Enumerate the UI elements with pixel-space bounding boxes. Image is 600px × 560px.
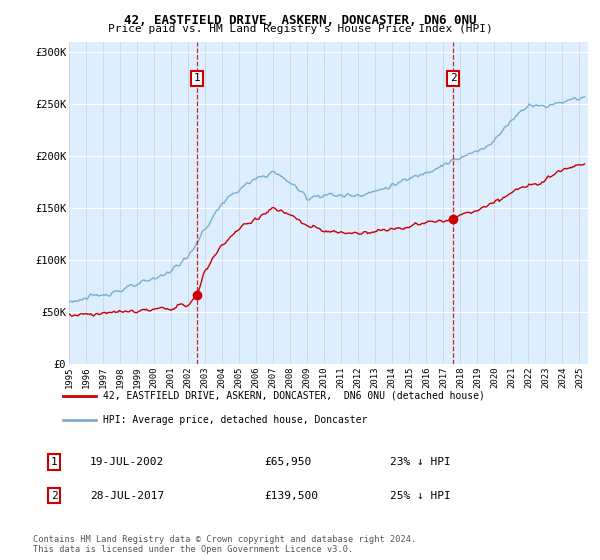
Text: 19-JUL-2002: 19-JUL-2002 <box>90 457 164 467</box>
Text: 25% ↓ HPI: 25% ↓ HPI <box>390 491 451 501</box>
Text: 42, EASTFIELD DRIVE, ASKERN, DONCASTER,  DN6 0NU (detached house): 42, EASTFIELD DRIVE, ASKERN, DONCASTER, … <box>103 391 485 401</box>
Text: 2: 2 <box>449 73 457 83</box>
Text: £139,500: £139,500 <box>264 491 318 501</box>
Text: 23% ↓ HPI: 23% ↓ HPI <box>390 457 451 467</box>
Text: 28-JUL-2017: 28-JUL-2017 <box>90 491 164 501</box>
Text: 1: 1 <box>194 73 200 83</box>
Text: 42, EASTFIELD DRIVE, ASKERN, DONCASTER, DN6 0NU: 42, EASTFIELD DRIVE, ASKERN, DONCASTER, … <box>124 14 476 27</box>
Text: Contains HM Land Registry data © Crown copyright and database right 2024.
This d: Contains HM Land Registry data © Crown c… <box>33 535 416 554</box>
Text: 2: 2 <box>50 491 58 501</box>
Text: £65,950: £65,950 <box>264 457 311 467</box>
Text: Price paid vs. HM Land Registry's House Price Index (HPI): Price paid vs. HM Land Registry's House … <box>107 24 493 34</box>
Text: HPI: Average price, detached house, Doncaster: HPI: Average price, detached house, Donc… <box>103 415 368 425</box>
Text: 1: 1 <box>50 457 58 467</box>
